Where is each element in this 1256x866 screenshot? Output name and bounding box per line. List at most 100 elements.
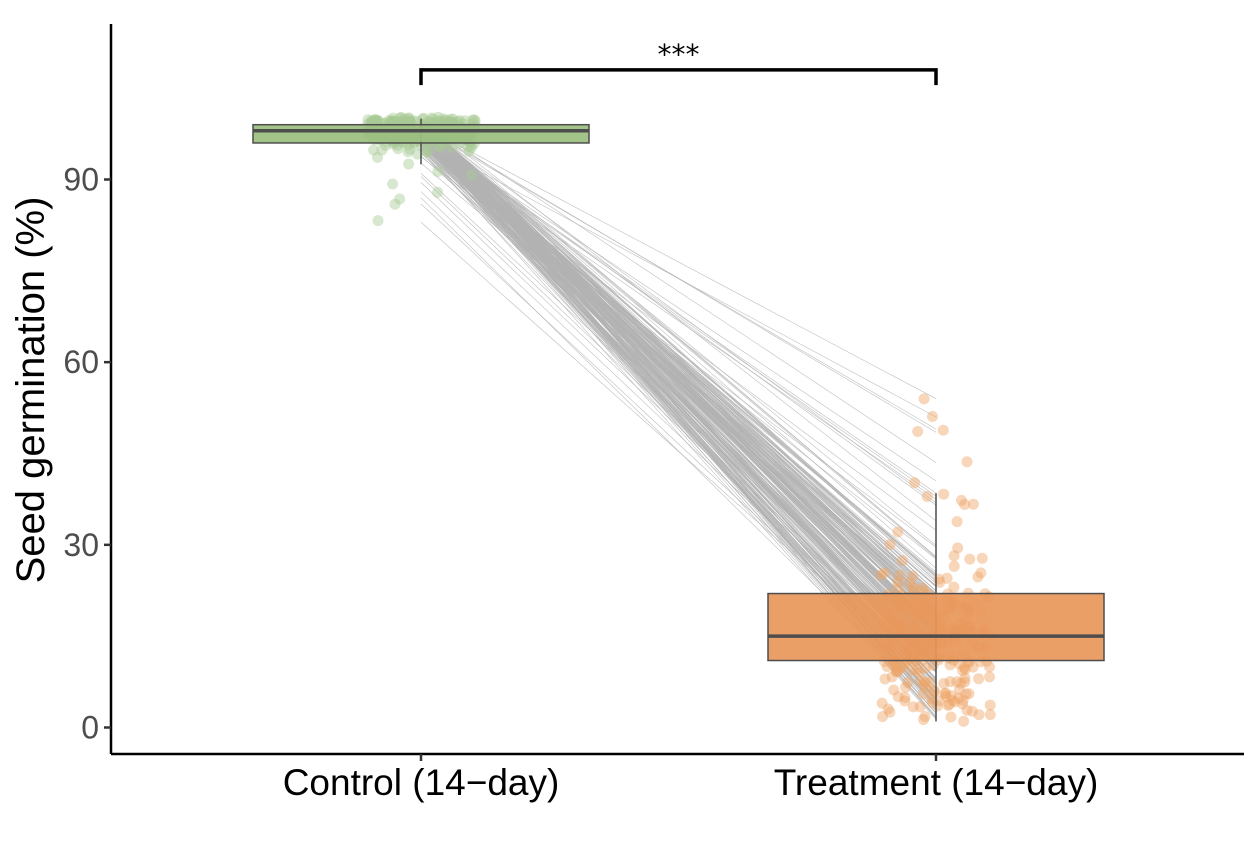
data-point xyxy=(967,661,979,673)
data-point xyxy=(973,673,985,685)
paired-line xyxy=(420,120,937,647)
data-point xyxy=(949,696,961,708)
data-point xyxy=(421,146,433,157)
paired-line xyxy=(420,138,937,660)
paired-line xyxy=(420,120,937,631)
data-point xyxy=(387,115,399,127)
data-point xyxy=(943,698,955,710)
data-point xyxy=(435,141,447,153)
data-point xyxy=(959,499,971,510)
data-point xyxy=(960,688,972,700)
paired-line xyxy=(420,131,937,671)
data-point xyxy=(447,113,459,125)
data-point xyxy=(892,576,904,588)
data-point xyxy=(909,477,921,489)
data-point xyxy=(899,692,911,703)
data-point xyxy=(392,143,404,155)
data-point xyxy=(371,114,383,126)
data-point xyxy=(976,552,988,564)
data-point xyxy=(964,553,976,565)
paired-line xyxy=(420,126,937,610)
paired-line xyxy=(420,122,937,656)
data-point xyxy=(402,146,414,158)
data-point xyxy=(918,393,930,405)
data-point xyxy=(396,115,408,127)
data-point xyxy=(944,659,956,671)
data-point xyxy=(433,115,444,127)
significance-label: *** xyxy=(658,38,700,71)
data-point xyxy=(890,661,902,673)
data-point xyxy=(894,569,906,581)
data-point xyxy=(913,666,925,678)
data-point xyxy=(387,112,399,124)
data-point xyxy=(945,711,957,723)
data-point xyxy=(417,113,429,125)
data-point xyxy=(895,661,907,673)
y-axis-title: Seed germination (%) xyxy=(9,197,53,584)
data-point xyxy=(389,198,401,210)
data-point xyxy=(407,115,419,127)
data-point xyxy=(907,701,919,713)
x-tick-label: Treatment (14−day) xyxy=(774,762,1099,803)
significance-bracket: *** xyxy=(419,38,938,86)
paired-line xyxy=(420,136,937,497)
data-point xyxy=(438,115,450,127)
paired-line xyxy=(420,135,937,494)
box xyxy=(252,123,590,144)
data-point xyxy=(966,705,978,717)
data-point xyxy=(907,581,919,593)
data-point xyxy=(886,671,898,683)
paired-line xyxy=(420,125,937,399)
data-point xyxy=(394,193,406,205)
data-point xyxy=(892,583,904,594)
data-point xyxy=(459,115,471,127)
data-point xyxy=(404,143,416,155)
data-point xyxy=(984,661,995,673)
data-point xyxy=(446,142,458,154)
paired-line xyxy=(420,122,937,559)
paired-line xyxy=(420,132,937,641)
data-point xyxy=(383,115,395,126)
paired-line xyxy=(420,128,937,633)
data-point xyxy=(403,112,415,124)
data-point xyxy=(953,684,965,696)
data-point xyxy=(948,581,960,593)
data-point xyxy=(882,703,894,715)
data-point xyxy=(395,112,407,124)
data-point xyxy=(904,577,916,589)
data-point xyxy=(947,694,959,706)
y-tick-label: 60 xyxy=(63,344,99,380)
data-point xyxy=(395,112,407,124)
data-point xyxy=(888,684,900,696)
data-point xyxy=(938,678,950,689)
paired-line xyxy=(420,133,937,596)
paired-line xyxy=(420,120,937,637)
data-point xyxy=(467,114,479,126)
data-point xyxy=(938,488,950,500)
data-point xyxy=(877,711,889,723)
paired-line xyxy=(420,118,937,601)
paired-line xyxy=(420,137,937,587)
data-point xyxy=(876,697,888,709)
data-point xyxy=(927,411,938,422)
data-point xyxy=(914,701,926,713)
data-point xyxy=(959,672,971,684)
data-point xyxy=(926,693,938,705)
data-point xyxy=(926,697,938,708)
data-point xyxy=(918,714,930,725)
boxplots xyxy=(252,118,1105,722)
paired-line xyxy=(420,139,937,608)
data-point xyxy=(376,144,388,156)
data-point xyxy=(884,706,896,718)
data-point xyxy=(928,685,940,697)
data-point xyxy=(432,166,444,177)
data-point xyxy=(441,114,453,126)
data-point xyxy=(948,560,960,572)
data-point xyxy=(972,571,984,583)
data-point xyxy=(368,114,380,126)
data-point xyxy=(403,158,415,170)
y-tick-label: 30 xyxy=(63,527,99,563)
data-point xyxy=(881,661,893,673)
data-point xyxy=(984,709,996,721)
data-point xyxy=(975,567,987,579)
